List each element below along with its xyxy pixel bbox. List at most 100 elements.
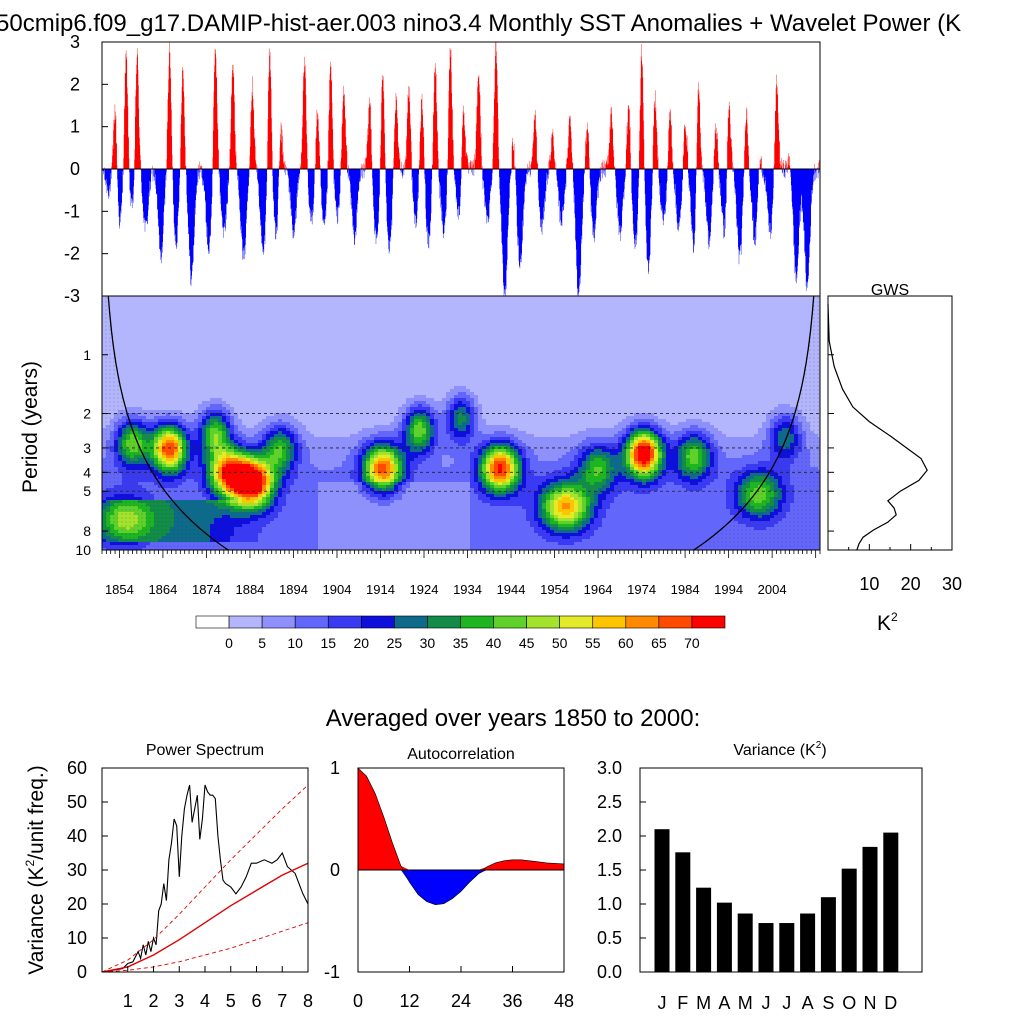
wavelet-power-cell: [302, 530, 307, 534]
wavelet-power-cell: [242, 497, 247, 501]
wavelet-power-cell: [154, 335, 159, 339]
wavelet-power-cell: [302, 299, 307, 303]
wavelet-power-cell: [174, 389, 179, 393]
wavelet-power-cell: [334, 305, 339, 309]
wavelet-power-cell: [198, 323, 203, 327]
wavelet-power-cell: [198, 425, 203, 429]
wavelet-power-cell: [190, 380, 195, 384]
wavelet-power-cell: [266, 524, 271, 528]
wavelet-power-cell: [294, 470, 299, 474]
wavelet-power-cell: [206, 497, 211, 501]
wavelet-power-cell: [294, 359, 299, 363]
wavelet-power-cell: [118, 365, 123, 369]
wavelet-power-cell: [222, 386, 227, 390]
wavelet-power-cell: [250, 437, 255, 441]
wavelet-power-cell: [274, 473, 279, 477]
wavelet-power-cell: [170, 425, 175, 429]
wavelet-power-cell: [326, 302, 331, 306]
wavelet-power-cell: [290, 467, 295, 471]
wavelet-power-cell: [190, 329, 195, 333]
wavelet-power-cell: [298, 455, 303, 459]
wavelet-power-cell: [254, 527, 259, 531]
wavelet-power-cell: [286, 365, 291, 369]
wavelet-power-cell: [230, 335, 235, 339]
wavelet-power-cell: [254, 329, 259, 333]
wavelet-power-cell: [198, 404, 203, 408]
wavelet-power-cell: [318, 548, 323, 550]
wavelet-power-cell: [194, 341, 199, 345]
wavelet-power-cell: [302, 425, 307, 429]
wavelet-power-cell: [146, 407, 151, 411]
wavelet-power-cell: [138, 434, 143, 438]
wavelet-power-cell: [262, 494, 267, 498]
wavelet-power-cell: [318, 305, 323, 309]
wavelet-power-cell: [222, 539, 227, 543]
wavelet-power-cell: [270, 332, 275, 336]
wavelet-power-cell: [322, 512, 327, 516]
wavelet-power-cell: [302, 443, 307, 447]
wavelet-power-cell: [330, 464, 335, 468]
wavelet-power-cell: [254, 353, 259, 357]
wavelet-power-cell: [274, 512, 279, 516]
wavelet-power-cell: [126, 398, 131, 402]
wavelet-power-cell: [278, 338, 283, 342]
wavelet-power-cell: [234, 431, 239, 435]
wavelet-power-cell: [226, 509, 231, 513]
wavelet-power-cell: [274, 467, 279, 471]
wavelet-power-cell: [202, 383, 207, 387]
wavelet-power-cell: [174, 353, 179, 357]
wavelet-power-cell: [274, 329, 279, 333]
wavelet-power-cell: [218, 299, 223, 303]
wavelet-power-cell: [290, 344, 295, 348]
wavelet-power-cell: [294, 305, 299, 309]
wavelet-power-cell: [266, 476, 271, 480]
wavelet-power-cell: [242, 374, 247, 378]
wavelet-power-cell: [194, 440, 199, 444]
wavelet-power-cell: [234, 437, 239, 441]
wavelet-power-cell: [230, 368, 235, 372]
wavelet-power-cell: [190, 434, 195, 438]
wavelet-power-cell: [326, 362, 331, 366]
wavelet-power-cell: [318, 389, 323, 393]
wavelet-power-cell: [322, 353, 327, 357]
wavelet-power-cell: [210, 344, 215, 348]
wavelet-power-cell: [210, 317, 215, 321]
wavelet-power-cell: [254, 455, 259, 459]
wavelet-power-cell: [318, 317, 323, 321]
wavelet-power-cell: [330, 386, 335, 390]
wavelet-power-cell: [198, 488, 203, 492]
wavelet-power-cell: [270, 311, 275, 315]
wavelet-power-cell: [138, 302, 143, 306]
wavelet-power-cell: [246, 464, 251, 468]
wavelet-power-cell: [246, 359, 251, 363]
wavelet-power-cell: [234, 494, 239, 498]
wavelet-power-cell: [162, 422, 167, 426]
wavelet-power-cell: [282, 461, 287, 465]
wavelet-power-cell: [266, 530, 271, 534]
wavelet-power-cell: [154, 440, 159, 444]
wavelet-power-cell: [290, 536, 295, 540]
wavelet-power-cell: [174, 356, 179, 360]
wavelet-power-cell: [162, 431, 167, 435]
wavelet-power-cell: [238, 542, 243, 546]
wavelet-power-cell: [254, 530, 259, 534]
wavelet-power-cell: [322, 368, 327, 372]
wavelet-power-cell: [194, 425, 199, 429]
wavelet-power-cell: [318, 425, 323, 429]
wavelet-power-cell: [166, 443, 171, 447]
wavelet-power-cell: [318, 461, 323, 465]
wavelet-power-cell: [306, 515, 311, 519]
wavelet-power-cell: [314, 365, 319, 369]
wavelet-power-cell: [178, 443, 183, 447]
wavelet-power-cell: [266, 470, 271, 474]
wavelet-power-cell: [222, 464, 227, 468]
wavelet-power-cell: [314, 302, 319, 306]
wavelet-power-cell: [186, 308, 191, 312]
wavelet-power-cell: [274, 407, 279, 411]
wavelet-power-cell: [302, 428, 307, 432]
wavelet-power-cell: [266, 503, 271, 507]
wavelet-power-cell: [142, 296, 147, 300]
wavelet-power-cell: [130, 401, 135, 405]
wavelet-power-cell: [194, 332, 199, 336]
wavelet-power-cell: [306, 383, 311, 387]
